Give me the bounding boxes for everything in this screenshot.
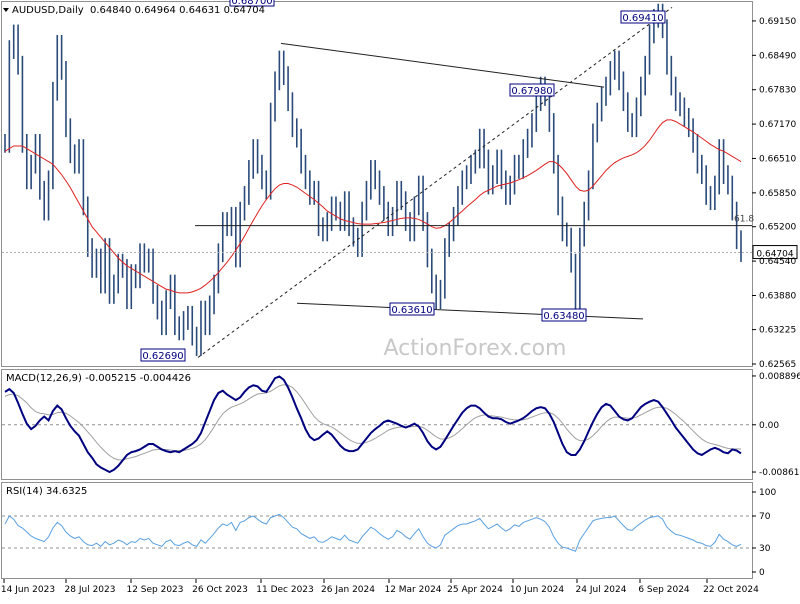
x-tick-label: 6 Sep 2024 bbox=[638, 585, 690, 595]
x-tick-label: 25 Apr 2024 bbox=[447, 585, 503, 595]
fib-618-label: 61.8 bbox=[734, 215, 754, 225]
dashed-channel-line bbox=[197, 6, 673, 358]
rsi-panel-frame bbox=[1, 482, 753, 579]
upper-trendline bbox=[280, 42, 605, 88]
price-annotation: 0.69410 bbox=[620, 10, 666, 24]
price-annotation-box bbox=[620, 10, 666, 24]
price-annotation-label: 0.63610 bbox=[391, 305, 432, 316]
x-tick-label: 28 Jul 2023 bbox=[65, 585, 116, 595]
price-annotation: 0.62690 bbox=[140, 348, 186, 362]
rsi-layer bbox=[2, 513, 752, 552]
current-price-label: 0.64704 bbox=[756, 250, 793, 260]
rsi-y-tick-label: 100 bbox=[759, 488, 776, 498]
price-annotation-label: 0.68700 bbox=[231, 0, 272, 7]
x-tick-label: 24 Jul 2024 bbox=[576, 585, 627, 595]
price-y-tick-label: 0.63880 bbox=[759, 291, 796, 301]
price-y-tick-label: 0.63225 bbox=[759, 326, 796, 336]
rsi-title: RSI(14) 34.6325 bbox=[6, 486, 87, 497]
axis-layer: 0.64704 0.69150 0.68490 0.67830 0.67170 0.665… bbox=[1, 17, 800, 595]
price-annotation-label: 0.63480 bbox=[543, 311, 584, 322]
header-symbol: AUDUSD,Daily bbox=[12, 5, 84, 16]
moving-average-line bbox=[4, 119, 742, 294]
price-y-tick-label: 0.69150 bbox=[759, 17, 796, 27]
price-annotation-box bbox=[140, 348, 186, 362]
header-arrow-icon bbox=[3, 8, 9, 12]
current-price-box bbox=[752, 245, 798, 260]
x-tick-label: 22 Oct 2024 bbox=[703, 585, 759, 595]
price-annotation-box bbox=[509, 83, 555, 97]
macd-y-tick-label: -0.008612 bbox=[759, 468, 800, 478]
macd-line bbox=[4, 375, 742, 474]
price-y-tick-label: 0.66510 bbox=[759, 154, 796, 164]
x-tick-label: 26 Jan 2024 bbox=[321, 585, 375, 595]
price-y-tick-label: 0.68490 bbox=[759, 51, 796, 61]
price-y-tick-label: 0.65200 bbox=[759, 223, 796, 233]
price-y-tick-label: 0.67170 bbox=[759, 120, 796, 130]
rsi-y-tick-label: 0 bbox=[759, 568, 765, 578]
watermark: ActionForex.com bbox=[384, 336, 567, 361]
price-y-tick-label: 0.67830 bbox=[759, 86, 796, 96]
macd-layer bbox=[2, 375, 752, 474]
price-annotation-label: 0.67980 bbox=[511, 86, 552, 97]
x-tick-label: 26 Oct 2023 bbox=[192, 585, 248, 595]
macd-title: MACD(12,26,9) -0.005215 -0.004426 bbox=[6, 373, 191, 384]
price-annotation-label: 0.62690 bbox=[142, 351, 183, 362]
price-annotation-box bbox=[541, 308, 587, 322]
price-annotation-box bbox=[229, 0, 275, 7]
x-tick-label: 12 Mar 2024 bbox=[384, 585, 441, 595]
price-annotation: 0.68700 bbox=[229, 0, 275, 7]
rsi-line bbox=[4, 513, 742, 552]
rsi-y-tick-label: 30 bbox=[759, 544, 771, 554]
header-ohlc: 0.64840 0.64964 0.64631 0.64704 bbox=[90, 5, 265, 16]
price-layer: 61.8 0.68700 0.67980 0.69410 0.63610 0.63480 0… bbox=[2, 0, 754, 362]
price-annotation-label: 0.69410 bbox=[622, 13, 663, 24]
x-tick-label: 12 Sep 2023 bbox=[126, 585, 183, 595]
price-annotation: 0.63480 bbox=[541, 308, 587, 322]
price-annotation: 0.63610 bbox=[389, 302, 435, 316]
price-annotation-box bbox=[389, 302, 435, 316]
rsi-y-tick-label: 70 bbox=[759, 512, 771, 522]
x-tick-label: 11 Dec 2023 bbox=[256, 585, 314, 595]
x-tick-label: 14 Jun 2023 bbox=[1, 585, 55, 595]
price-y-tick-label: 0.62565 bbox=[759, 360, 796, 370]
price-annotation: 0.67980 bbox=[509, 83, 555, 97]
x-tick-label: 10 Jun 2024 bbox=[510, 585, 564, 595]
macd-y-tick-label: 0.008896 bbox=[759, 372, 800, 382]
macd-y-tick-label: 0.00 bbox=[759, 421, 779, 431]
chart-header: AUDUSD,Daily 0.64840 0.64964 0.64631 0.6… bbox=[3, 5, 265, 16]
price-y-tick-label: 0.64540 bbox=[759, 257, 796, 267]
price-y-tick-label: 0.65850 bbox=[759, 189, 796, 199]
